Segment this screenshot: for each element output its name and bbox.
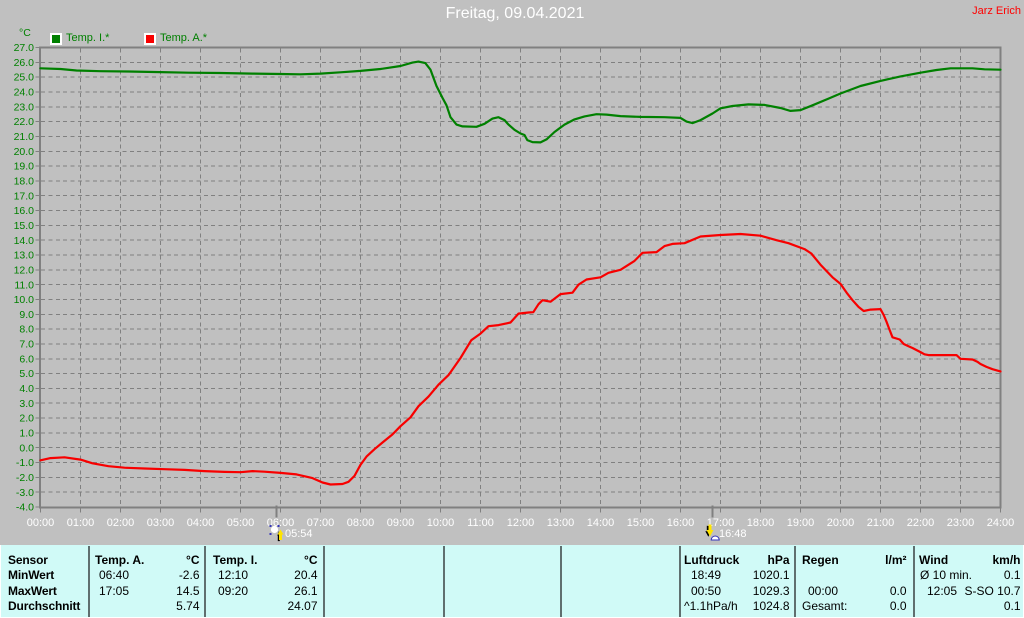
svg-text:6.0: 6.0 xyxy=(19,353,34,365)
svg-text:05:00: 05:00 xyxy=(227,517,255,529)
svg-text:17.0: 17.0 xyxy=(14,190,35,202)
svg-text:04:00: 04:00 xyxy=(187,517,215,529)
svg-text:-1.0: -1.0 xyxy=(16,457,34,469)
svg-text:08:00: 08:00 xyxy=(347,517,375,529)
svg-text:11.0: 11.0 xyxy=(14,279,34,291)
svg-text:14:00: 14:00 xyxy=(587,517,615,529)
svg-text:5.0: 5.0 xyxy=(19,368,34,380)
svg-text:2.0: 2.0 xyxy=(19,413,34,425)
svg-text:10.0: 10.0 xyxy=(14,294,35,306)
svg-text:09:00: 09:00 xyxy=(387,517,415,529)
svg-text:23:00: 23:00 xyxy=(947,517,975,529)
svg-text:-4.0: -4.0 xyxy=(16,502,34,514)
svg-text:18.0: 18.0 xyxy=(14,176,35,188)
svg-text:03:00: 03:00 xyxy=(147,517,175,529)
svg-text:14.0: 14.0 xyxy=(14,235,35,247)
svg-text:21:00: 21:00 xyxy=(867,517,895,529)
svg-text:19.0: 19.0 xyxy=(14,161,35,173)
svg-text:00:00: 00:00 xyxy=(27,517,55,529)
svg-text:27.0: 27.0 xyxy=(14,42,35,54)
svg-text:24.0: 24.0 xyxy=(14,87,35,99)
svg-text:-3.0: -3.0 xyxy=(16,487,34,499)
svg-text:19:00: 19:00 xyxy=(787,517,815,529)
svg-text:16:00: 16:00 xyxy=(667,517,695,529)
svg-text:22:00: 22:00 xyxy=(907,517,935,529)
svg-text:10:00: 10:00 xyxy=(427,517,455,529)
svg-text:8.0: 8.0 xyxy=(19,324,34,336)
svg-text:17:00: 17:00 xyxy=(707,517,735,529)
svg-text:11:00: 11:00 xyxy=(467,517,494,529)
svg-text:0.0: 0.0 xyxy=(19,442,34,454)
svg-text:18:00: 18:00 xyxy=(747,517,775,529)
svg-text:20.0: 20.0 xyxy=(14,146,35,158)
svg-text:13:00: 13:00 xyxy=(547,517,575,529)
svg-text:-2.0: -2.0 xyxy=(16,472,34,484)
svg-text:16:48: 16:48 xyxy=(719,528,747,540)
svg-text:15:00: 15:00 xyxy=(627,517,655,529)
svg-text:16.0: 16.0 xyxy=(14,205,35,217)
svg-text:12:00: 12:00 xyxy=(507,517,535,529)
svg-text:25.0: 25.0 xyxy=(14,72,35,84)
svg-text:22.0: 22.0 xyxy=(14,116,35,128)
svg-text:4.0: 4.0 xyxy=(19,383,34,395)
svg-text:15.0: 15.0 xyxy=(14,220,35,232)
svg-text:21.0: 21.0 xyxy=(14,131,35,143)
svg-text:02:00: 02:00 xyxy=(107,517,135,529)
svg-text:06:00: 06:00 xyxy=(267,517,295,529)
svg-text:20:00: 20:00 xyxy=(827,517,855,529)
svg-text:26.0: 26.0 xyxy=(14,57,35,69)
svg-text:1.0: 1.0 xyxy=(19,428,34,440)
svg-text:05:54: 05:54 xyxy=(285,528,313,540)
svg-text:12.0: 12.0 xyxy=(14,264,35,276)
svg-text:01:00: 01:00 xyxy=(67,517,95,529)
svg-text:9.0: 9.0 xyxy=(19,309,34,321)
svg-text:3.0: 3.0 xyxy=(19,398,34,410)
svg-text:13.0: 13.0 xyxy=(14,250,35,262)
svg-text:24:00: 24:00 xyxy=(987,517,1015,529)
svg-text:23.0: 23.0 xyxy=(14,101,35,113)
svg-text:7.0: 7.0 xyxy=(19,339,34,351)
svg-text:07:00: 07:00 xyxy=(307,517,335,529)
